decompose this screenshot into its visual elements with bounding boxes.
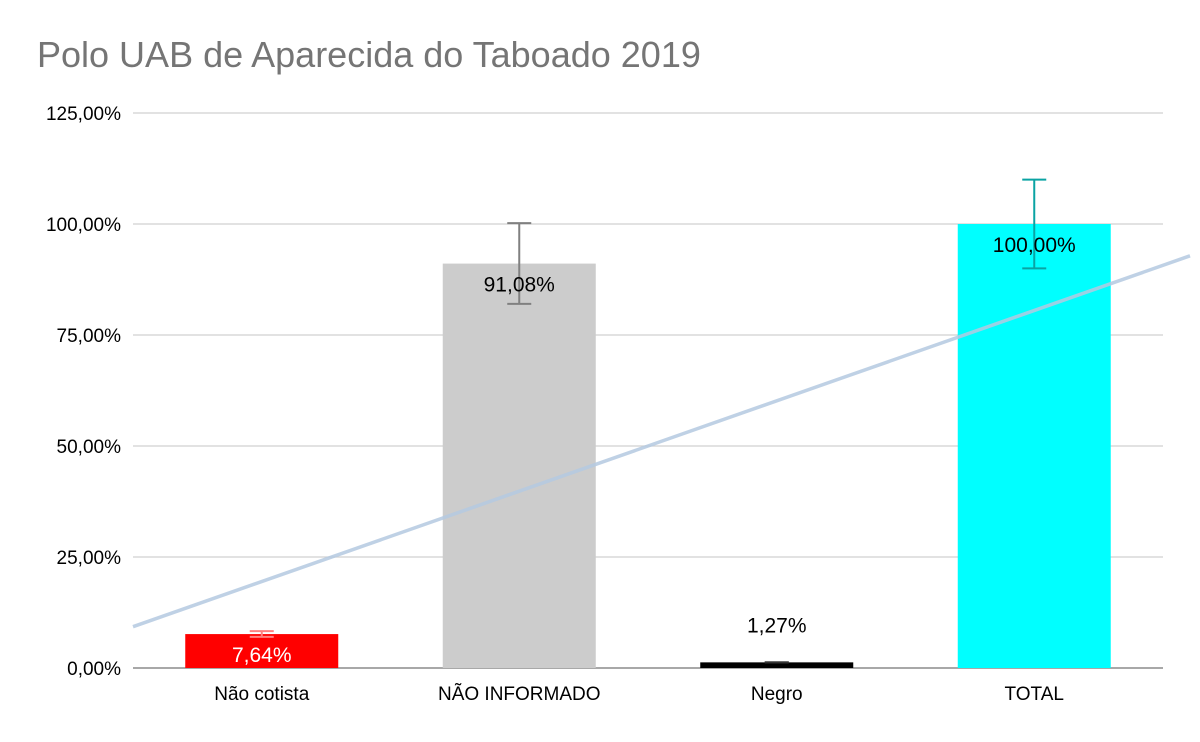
y-axis-tick-labels: 0,00% 25,00% 50,00% 75,00% 100,00% 125,00% <box>46 104 121 680</box>
y-tick-label: 125,00% <box>46 104 121 125</box>
y-tick-label: 100,00% <box>46 215 121 236</box>
x-tick-label: Negro <box>751 684 803 705</box>
x-axis-category-labels: Não cotista NÃO INFORMADO Negro TOTAL <box>214 683 1064 705</box>
y-tick-label: 25,00% <box>57 548 122 569</box>
data-label: 91,08% <box>484 274 555 297</box>
x-tick-label: Não cotista <box>214 684 309 705</box>
y-tick-label: 0,00% <box>67 659 121 680</box>
x-tick-label: TOTAL <box>1005 684 1064 705</box>
bar <box>700 662 854 668</box>
bar <box>185 634 339 668</box>
data-labels: 7,64% 91,08% 1,27% 100,00% <box>232 234 1076 667</box>
error-bars <box>249 178 1047 664</box>
bar <box>957 224 1111 668</box>
bar <box>442 263 596 668</box>
y-tick-label: 75,00% <box>57 326 122 347</box>
data-label: 7,64% <box>232 644 292 667</box>
bars <box>185 224 1111 668</box>
x-tick-label: NÃO INFORMADO <box>438 683 601 705</box>
data-label: 100,00% <box>993 234 1076 257</box>
chart-title: Polo UAB de Aparecida do Taboado 2019 <box>37 34 701 75</box>
trendline <box>132 254 1191 629</box>
data-label: 1,27% <box>747 614 807 637</box>
trendline-layer <box>132 254 1191 629</box>
y-tick-label: 50,00% <box>57 437 122 458</box>
